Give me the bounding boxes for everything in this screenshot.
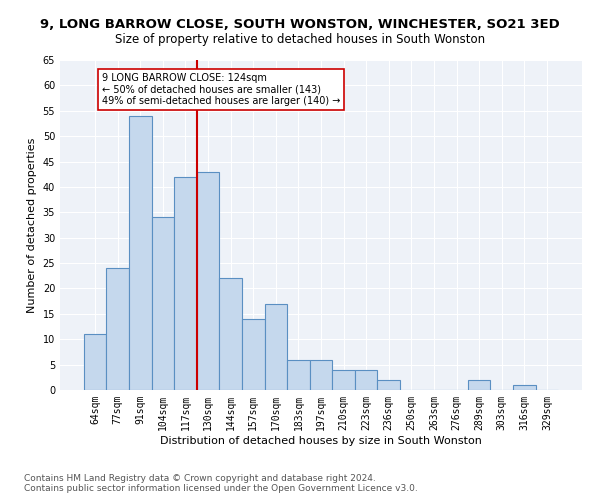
Bar [242,319,265,390]
X-axis label: Distribution of detached houses by size in South Wonston: Distribution of detached houses by size … [160,436,482,446]
Bar [513,385,536,390]
Y-axis label: Number of detached properties: Number of detached properties [27,138,37,312]
Bar [106,268,129,390]
Bar [355,370,377,390]
Bar [377,380,400,390]
Bar [174,177,197,390]
Bar [287,360,310,390]
Bar [84,334,106,390]
Text: 9, LONG BARROW CLOSE, SOUTH WONSTON, WINCHESTER, SO21 3ED: 9, LONG BARROW CLOSE, SOUTH WONSTON, WIN… [40,18,560,30]
Bar [220,278,242,390]
Bar [265,304,287,390]
Text: Size of property relative to detached houses in South Wonston: Size of property relative to detached ho… [115,32,485,46]
Text: 9 LONG BARROW CLOSE: 124sqm
← 50% of detached houses are smaller (143)
49% of se: 9 LONG BARROW CLOSE: 124sqm ← 50% of det… [102,72,340,106]
Bar [468,380,490,390]
Text: Contains HM Land Registry data © Crown copyright and database right 2024.: Contains HM Land Registry data © Crown c… [24,474,376,483]
Bar [129,116,152,390]
Bar [197,172,220,390]
Bar [152,218,174,390]
Bar [310,360,332,390]
Bar [332,370,355,390]
Text: Contains public sector information licensed under the Open Government Licence v3: Contains public sector information licen… [24,484,418,493]
